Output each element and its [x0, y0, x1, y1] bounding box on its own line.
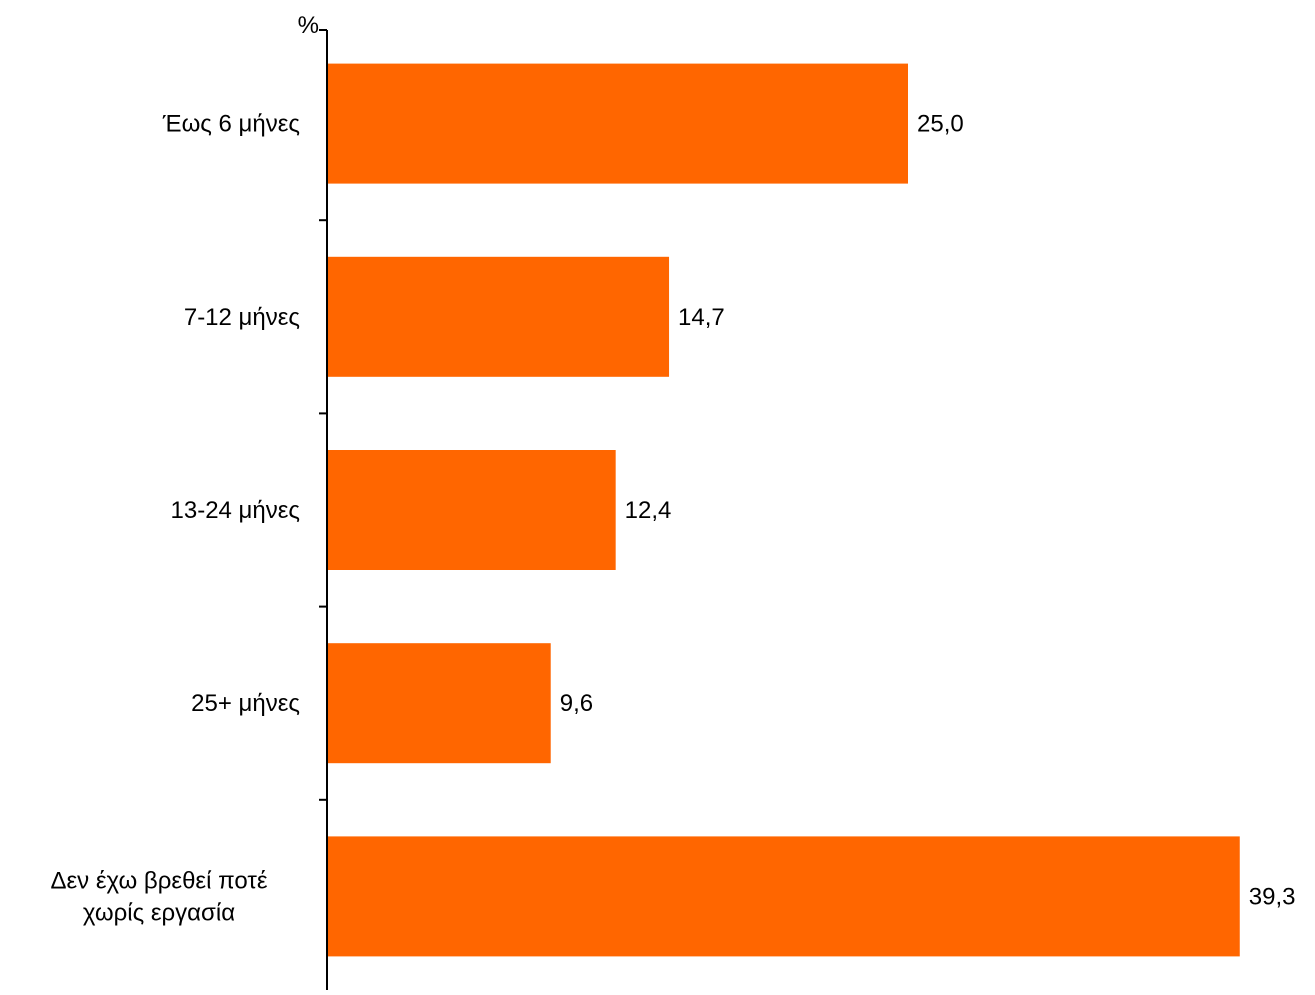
- bar-3: [328, 643, 551, 764]
- category-label-3: 25+ μήνες: [191, 690, 300, 717]
- bar-1: [328, 256, 670, 377]
- bars-layer: [328, 63, 1240, 957]
- bar-0: [328, 63, 908, 184]
- axis-layer: %: [298, 12, 328, 990]
- value-label-3: 9,6: [560, 690, 593, 717]
- category-label-4: Δεν έχω βρεθεί ποτέ χωρίς εργασία: [50, 867, 267, 926]
- value-label-1: 14,7: [678, 304, 725, 331]
- value-label-4: 39,3: [1249, 883, 1296, 910]
- category-label-1: 7-12 μήνες: [184, 304, 300, 331]
- bar-2: [328, 450, 616, 570]
- category-label-2: 13-24 μήνες: [171, 497, 301, 524]
- category-label-0: Έως 6 μήνες: [162, 111, 300, 138]
- bar-4: [328, 836, 1240, 957]
- value-label-2: 12,4: [625, 497, 672, 524]
- labels-layer: 25,0 Έως 6 μήνες 14,7 7-12 μήνες 12,4 13-24 μ…: [50, 111, 1295, 927]
- ticks-layer: [319, 219, 327, 801]
- value-label-0: 25,0: [917, 111, 964, 138]
- unit-label: %: [298, 12, 319, 39]
